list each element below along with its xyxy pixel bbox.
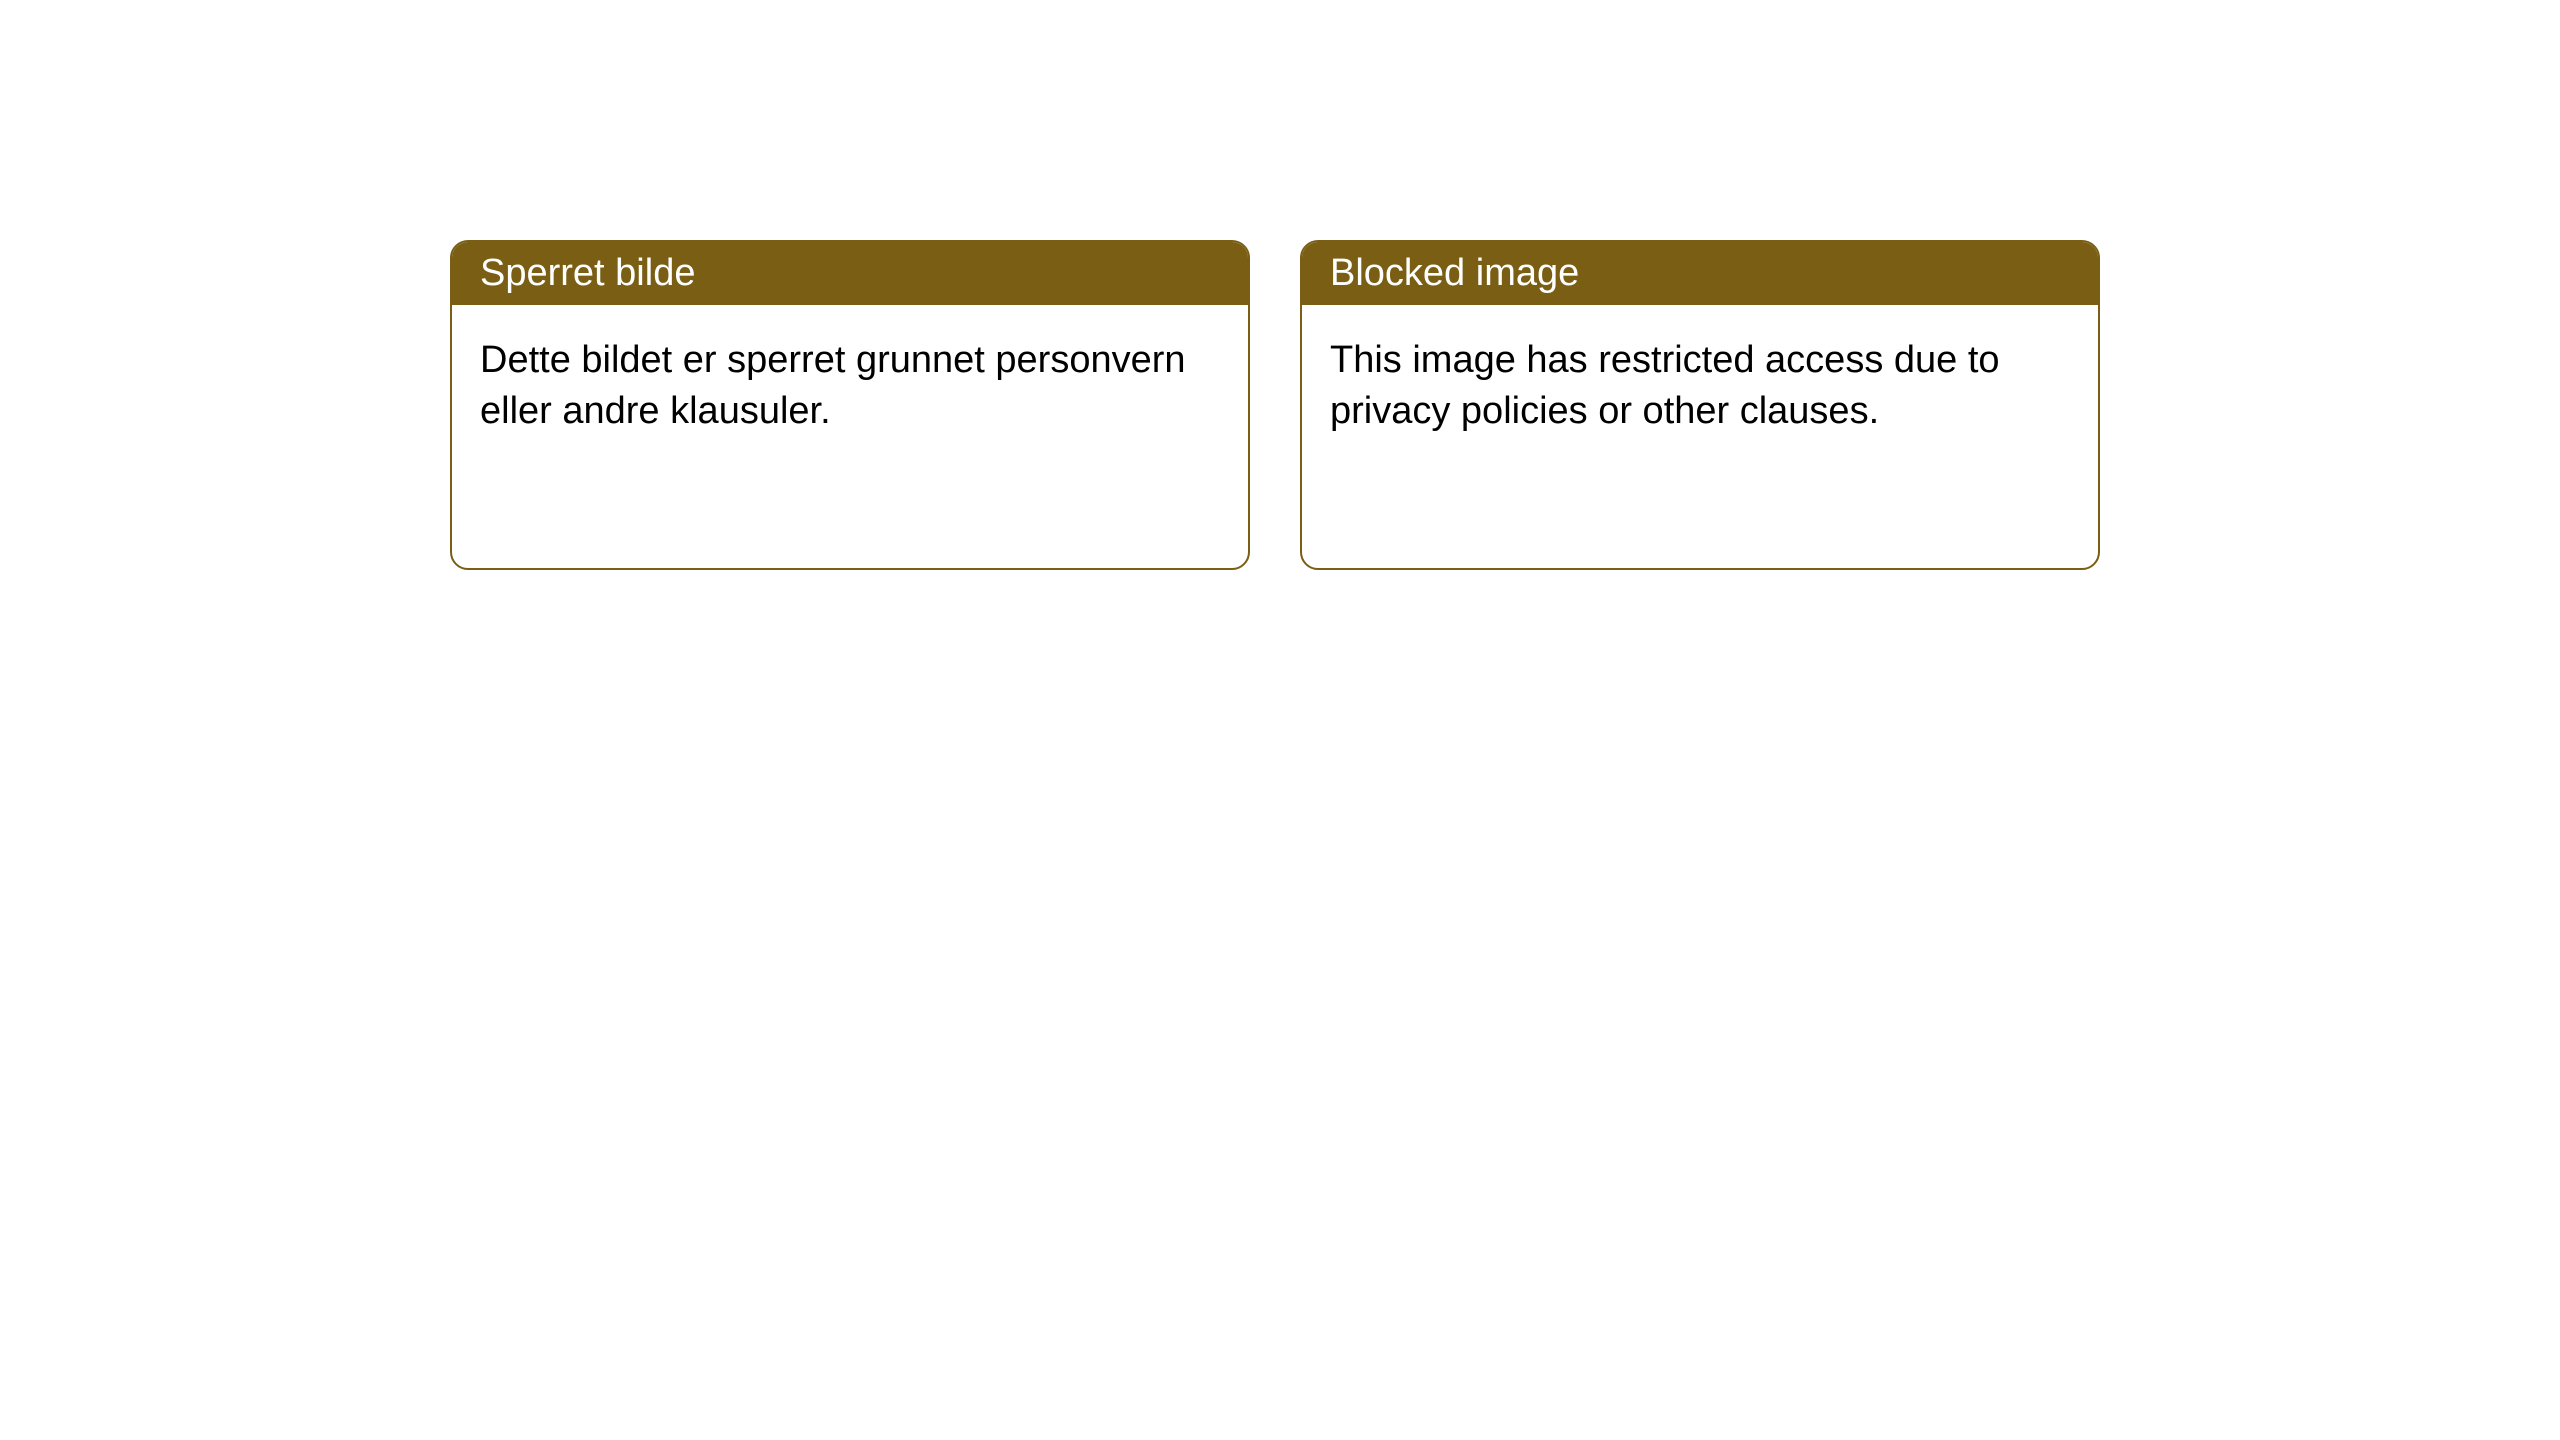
notice-header: Sperret bilde — [452, 242, 1248, 305]
notice-header: Blocked image — [1302, 242, 2098, 305]
notice-card-norwegian: Sperret bilde Dette bildet er sperret gr… — [450, 240, 1250, 570]
notice-body: This image has restricted access due to … — [1302, 305, 2098, 468]
notice-container: Sperret bilde Dette bildet er sperret gr… — [0, 0, 2560, 570]
notice-title: Blocked image — [1330, 252, 1579, 294]
notice-body-text: Dette bildet er sperret grunnet personve… — [480, 339, 1186, 432]
notice-body-text: This image has restricted access due to … — [1330, 339, 2000, 432]
notice-card-english: Blocked image This image has restricted … — [1300, 240, 2100, 570]
notice-body: Dette bildet er sperret grunnet personve… — [452, 305, 1248, 468]
notice-title: Sperret bilde — [480, 252, 695, 294]
